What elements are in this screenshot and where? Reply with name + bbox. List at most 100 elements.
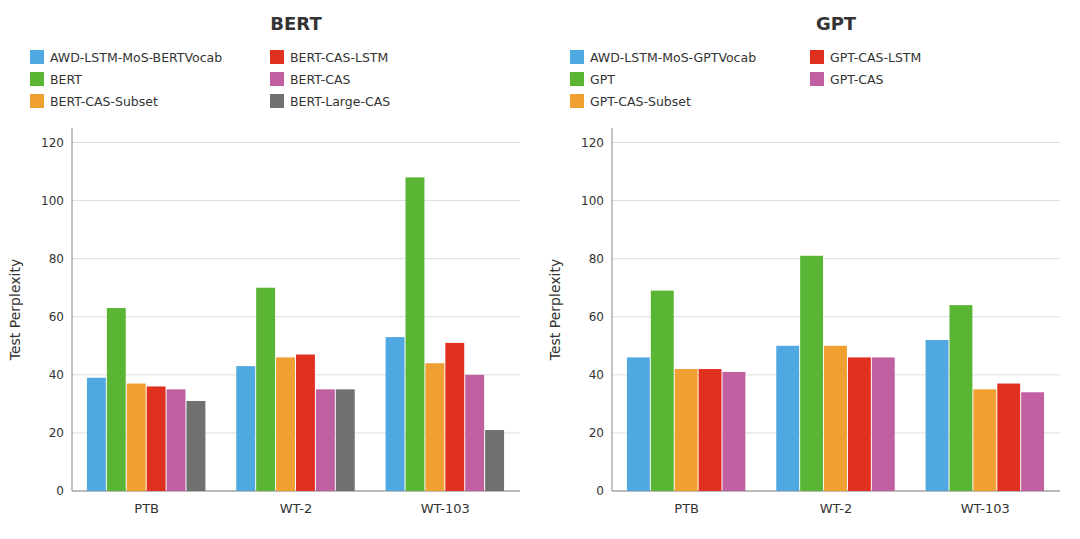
legend-swatch (270, 50, 284, 64)
legend-label: BERT-Large-CAS (290, 94, 390, 109)
bar (699, 369, 722, 491)
legend: AWD-LSTM-MoS-GPTVocab GPT GPT-CAS-Subset GP… (570, 50, 921, 109)
bar (256, 288, 275, 491)
x-axis: PTB WT-2 WT-103 (134, 501, 470, 516)
axis-line (612, 128, 613, 491)
figure: BERT AWD-LSTM-MoS-BERTVocab BERT BERT-CAS-S… (0, 0, 1080, 539)
bar (651, 291, 674, 491)
bar (386, 337, 405, 491)
tick-label: WT-2 (280, 501, 313, 516)
bar (926, 340, 949, 491)
bar (800, 256, 823, 491)
legend-swatch (810, 50, 824, 64)
bar (973, 389, 996, 491)
bar (87, 378, 106, 491)
grid-line (72, 258, 520, 259)
tick-label: 100 (41, 194, 64, 208)
bar (445, 343, 464, 491)
bar (675, 369, 698, 491)
legend-label: BERT-CAS-Subset (50, 94, 158, 109)
legend-label: BERT-CAS (290, 72, 351, 87)
tick-label: 0 (56, 484, 64, 498)
grid-line (612, 142, 1060, 143)
tick-label: 80 (589, 252, 604, 266)
bar (186, 401, 205, 491)
grid-line (72, 142, 520, 143)
tick-label: 60 (49, 310, 64, 324)
legend-swatch (270, 72, 284, 86)
bar (949, 305, 972, 491)
tick-label: 20 (49, 426, 64, 440)
bar (824, 346, 847, 491)
chart-panel: GPT AWD-LSTM-MoS-GPTVocab GPT GPT-CAS-Subse… (540, 0, 1080, 539)
tick-label: 80 (49, 252, 64, 266)
tick-label: 120 (581, 136, 604, 150)
bars (627, 256, 1044, 491)
x-axis: PTB WT-2 WT-103 (674, 501, 1010, 516)
tick-label: 20 (589, 426, 604, 440)
bar (485, 430, 504, 491)
bar (147, 386, 166, 491)
grid-line (72, 316, 520, 317)
tick-label: 40 (49, 368, 64, 382)
legend-swatch (570, 94, 584, 108)
bar (465, 375, 484, 491)
grid-line (612, 258, 1060, 259)
legend: AWD-LSTM-MoS-BERTVocab BERT BERT-CAS-Subse… (30, 50, 390, 109)
bars (87, 177, 504, 491)
title: BERT (270, 13, 322, 34)
legend-label: GPT-CAS-LSTM (830, 50, 921, 65)
tick-label: 0 (596, 484, 604, 498)
grid-line (612, 200, 1060, 201)
legend-label: BERT-CAS-LSTM (290, 50, 388, 65)
legend-swatch (810, 72, 824, 86)
grid-line (72, 200, 520, 201)
bar (316, 389, 335, 491)
legend-label: BERT (50, 72, 82, 87)
bar (848, 357, 871, 491)
legend-label: GPT (590, 72, 615, 87)
bar (107, 308, 126, 491)
legend-swatch (270, 94, 284, 108)
bar (425, 363, 444, 491)
y-axis: 0 20 40 60 80 100 120 (41, 128, 520, 498)
legend-label: GPT-CAS-Subset (590, 94, 691, 109)
title: GPT (816, 13, 857, 34)
legend-swatch (30, 72, 44, 86)
legend-swatch (570, 50, 584, 64)
legend-swatch (30, 50, 44, 64)
bar (296, 355, 315, 491)
bar (723, 372, 746, 491)
tick-label: PTB (134, 501, 159, 516)
legend-label: AWD-LSTM-MoS-GPTVocab (590, 50, 756, 65)
bar (406, 177, 425, 491)
legend-swatch (570, 72, 584, 86)
bar (127, 384, 146, 491)
tick-label: WT-103 (961, 501, 1010, 516)
tick-label: WT-2 (820, 501, 853, 516)
bar (336, 389, 355, 491)
bar (872, 357, 895, 491)
tick-label: 120 (41, 136, 64, 150)
grid-line (612, 316, 1060, 317)
bar (997, 384, 1020, 491)
bar (1021, 392, 1044, 491)
chart-panel: BERT AWD-LSTM-MoS-BERTVocab BERT BERT-CAS-S… (0, 0, 540, 539)
legend-swatch (30, 94, 44, 108)
tick-label: 60 (589, 310, 604, 324)
bar (167, 389, 186, 491)
legend-label: GPT-CAS (830, 72, 884, 87)
axis-line (72, 128, 73, 491)
tick-label: PTB (674, 501, 699, 516)
y-axis: 0 20 40 60 80 100 120 (581, 128, 1060, 498)
bar (236, 366, 255, 491)
tick-label: 40 (589, 368, 604, 382)
legend-label: AWD-LSTM-MoS-BERTVocab (50, 50, 222, 65)
axis-label: Test Perplexity (547, 259, 563, 361)
tick-label: 100 (581, 194, 604, 208)
bar (776, 346, 799, 491)
tick-label: WT-103 (421, 501, 470, 516)
bar (627, 357, 650, 491)
axis-label: Test Perplexity (7, 259, 23, 361)
bar (276, 357, 295, 491)
